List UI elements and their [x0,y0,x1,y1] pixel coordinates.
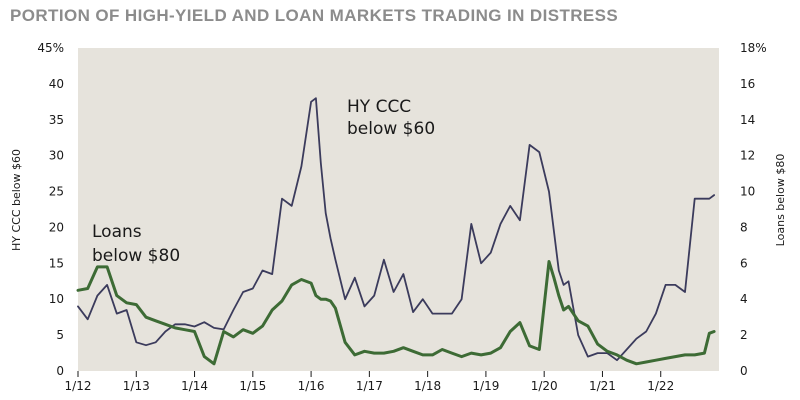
left-tick-label: 5 [56,328,64,342]
left-tick-label: 10 [49,292,64,306]
x-tick-label: 1/21 [589,379,616,393]
chart-title: PORTION OF HIGH-YIELD AND LOAN MARKETS T… [10,6,619,25]
hy-ccc-annotation-line2: below $60 [347,119,435,139]
x-tick-label: 1/12 [65,379,92,393]
right-tick-label: 12 [740,149,755,163]
right-tick-label: 4 [740,292,748,306]
series-lines [76,97,716,366]
left-tick-label: 20 [49,220,64,234]
left-tick-label: 30 [49,149,64,163]
x-tick-label: 1/20 [531,379,558,393]
right-tick-label: 2 [740,328,748,342]
left-tick-label: 0 [56,364,64,378]
left-axis-title: HY CCC below $60 [10,149,23,251]
loans-annotation-line1: Loans [92,222,142,242]
left-axis-ticks: 0 5 10 15 20 25 30 35 40 45% [37,41,64,378]
x-tick-label: 1/22 [647,379,674,393]
x-axis-ticks: 1/12 1/13 1/14 1/15 1/16 1/17 1/18 1/19 1/20 1/21… [65,371,674,393]
x-tick-label: 1/18 [414,379,441,393]
right-axis-title: Loans below $80 [774,154,787,247]
right-tick-label: 0 [740,364,748,378]
loans-below-80-line [76,260,716,366]
x-tick-label: 1/19 [472,379,499,393]
left-tick-label: 15 [49,256,64,270]
right-tick-label: 18% [740,41,767,55]
hy-ccc-below-60-line [77,97,715,362]
loans-annotation-line2: below $80 [92,246,180,266]
right-tick-label: 16 [740,77,755,91]
x-tick-label: 1/16 [298,379,325,393]
right-tick-label: 6 [740,256,748,270]
left-tick-label: 35 [49,113,64,127]
plot-background [78,48,719,371]
right-tick-label: 14 [740,113,755,127]
hy-ccc-annotation-line1: HY CCC [347,97,411,117]
left-tick-label: 40 [49,77,64,91]
right-tick-label: 10 [740,185,755,199]
right-axis-ticks: 0 2 4 6 8 10 12 14 16 18% [740,41,767,378]
x-tick-label: 1/15 [239,379,266,393]
x-tick-label: 1/13 [123,379,150,393]
left-tick-label: 25 [49,185,64,199]
x-tick-label: 1/17 [356,379,383,393]
left-tick-label: 45% [37,41,64,55]
x-tick-label: 1/14 [181,379,208,393]
right-tick-label: 8 [740,220,748,234]
